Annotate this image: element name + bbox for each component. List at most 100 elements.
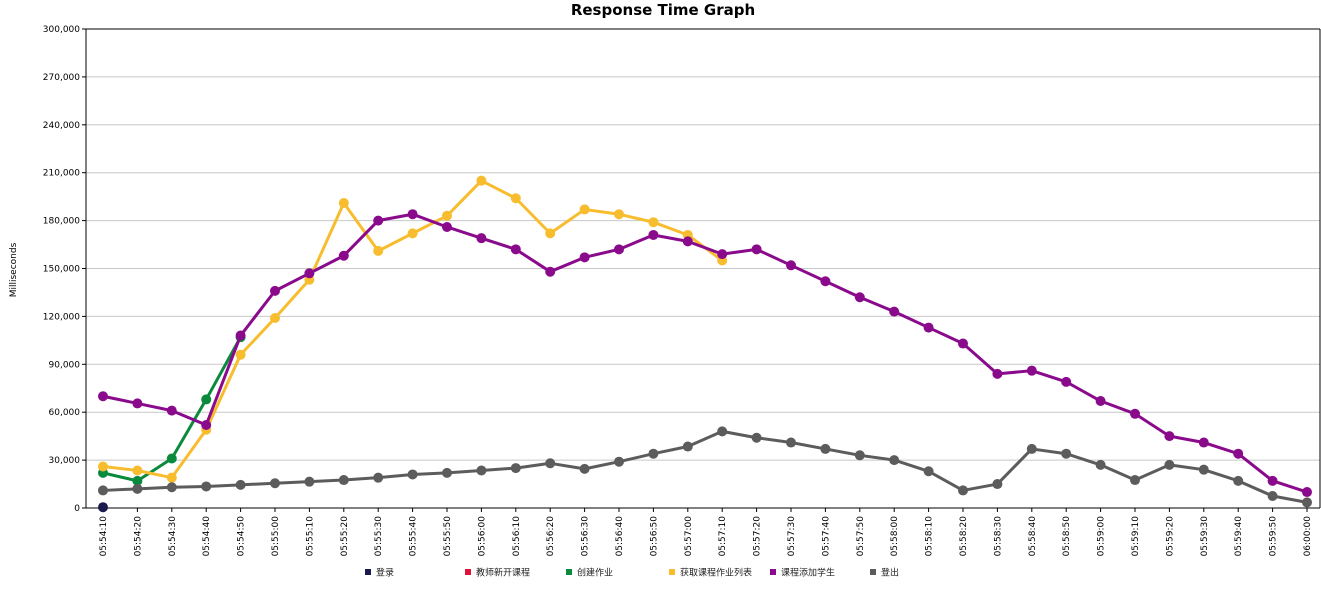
data-point (235, 479, 246, 490)
data-point (1233, 448, 1244, 459)
data-point (338, 250, 349, 261)
y-tick-label: 300,000 (43, 25, 80, 35)
data-point (579, 463, 590, 474)
data-point (510, 244, 521, 255)
x-tick-label: 05:59:40 (1234, 516, 1244, 557)
data-point (717, 426, 728, 437)
data-point (1130, 475, 1140, 486)
data-point (682, 441, 693, 452)
y-tick-labels: 0 30,000 60,000 90,000 120,000 150,000 180,000… (43, 25, 80, 514)
series-line (102, 179, 724, 480)
data-point (854, 450, 865, 461)
data-point (854, 292, 865, 303)
data-point (682, 236, 693, 247)
y-tick-label: 180,000 (43, 217, 80, 227)
x-tick-label: 05:58:40 (1028, 516, 1038, 557)
data-point (132, 465, 143, 476)
x-tick-label: 05:57:40 (821, 516, 831, 557)
x-tick-label: 05:58:30 (993, 516, 1003, 557)
data-point (270, 312, 280, 323)
data-point (614, 244, 624, 255)
data-point (751, 432, 762, 443)
y-tick-label: 210,000 (43, 169, 80, 179)
data-point (98, 502, 108, 513)
x-tick-label: 05:58:20 (959, 516, 969, 557)
legend-label: 创建作业 (577, 567, 613, 579)
data-point (614, 456, 624, 467)
data-point (1267, 491, 1278, 502)
y-tick-label: 150,000 (43, 265, 80, 275)
data-point (373, 245, 384, 256)
x-tick-label: 05:54:30 (168, 516, 178, 557)
data-point (510, 463, 521, 474)
axes (82, 28, 1321, 512)
series-5 (98, 426, 1312, 508)
data-point (923, 466, 934, 477)
x-tick-label: 05:59:00 (1097, 516, 1107, 557)
data-point (545, 266, 556, 277)
data-point (1026, 365, 1037, 376)
y-tick-label: 0 (74, 504, 80, 514)
data-point (889, 455, 900, 466)
data-point (1267, 475, 1278, 486)
data-point (1233, 475, 1244, 486)
legend-label: 教师新开课程 (476, 567, 530, 579)
x-tick-label: 05:55:20 (340, 516, 350, 557)
legend: 登录 教师新开课程 创建作业 获取课程作业列表 课程添加学生 登出 (365, 567, 899, 579)
data-point (132, 398, 143, 409)
x-tick-label: 05:55:10 (305, 516, 315, 557)
y-tick-label: 120,000 (43, 312, 80, 322)
legend-swatch (870, 569, 876, 575)
data-point (476, 465, 487, 476)
data-point (889, 306, 900, 317)
legend-label: 登录 (376, 568, 394, 579)
data-point (201, 481, 212, 492)
series-0 (98, 502, 108, 513)
data-point (270, 285, 280, 296)
legend-swatch (566, 569, 572, 575)
data-point (166, 482, 177, 493)
x-tick-label: 05:59:10 (1131, 516, 1141, 557)
x-tick-label: 06:00:00 (1303, 516, 1313, 557)
data-point (1095, 459, 1106, 470)
x-tick-label: 05:54:20 (133, 516, 143, 557)
data-point (338, 475, 349, 486)
data-point (751, 244, 762, 255)
data-point (545, 458, 556, 469)
series-line (102, 429, 1308, 504)
data-point (958, 338, 968, 349)
data-point (1302, 497, 1312, 508)
data-point (1026, 443, 1037, 454)
x-tick-label: 05:55:40 (409, 516, 419, 557)
legend-swatch (465, 569, 471, 575)
data-point (98, 391, 108, 402)
x-tick-label: 05:55:00 (271, 516, 281, 557)
x-tick-label: 05:57:10 (718, 516, 728, 557)
data-point (579, 252, 590, 263)
data-point (201, 394, 212, 405)
data-point (958, 485, 968, 496)
y-tick-label: 60,000 (49, 408, 81, 418)
x-tick-label: 05:58:10 (925, 516, 935, 557)
series-3 (98, 175, 728, 483)
data-point (476, 175, 487, 186)
legend-swatch (669, 569, 675, 575)
data-point (1061, 376, 1072, 387)
data-point (1164, 459, 1175, 470)
legend-swatch (770, 569, 776, 575)
data-point (992, 479, 1003, 490)
x-tick-label: 05:58:50 (1062, 516, 1072, 557)
data-point (820, 443, 831, 454)
data-point (407, 209, 418, 220)
data-point (648, 448, 659, 459)
y-tick-label: 240,000 (43, 121, 80, 131)
data-point (201, 419, 212, 430)
data-point (717, 249, 728, 260)
data-point (820, 276, 831, 287)
x-tick-label: 05:58:00 (890, 516, 900, 557)
data-point (545, 228, 556, 239)
data-point (442, 210, 452, 221)
data-point (373, 215, 384, 226)
